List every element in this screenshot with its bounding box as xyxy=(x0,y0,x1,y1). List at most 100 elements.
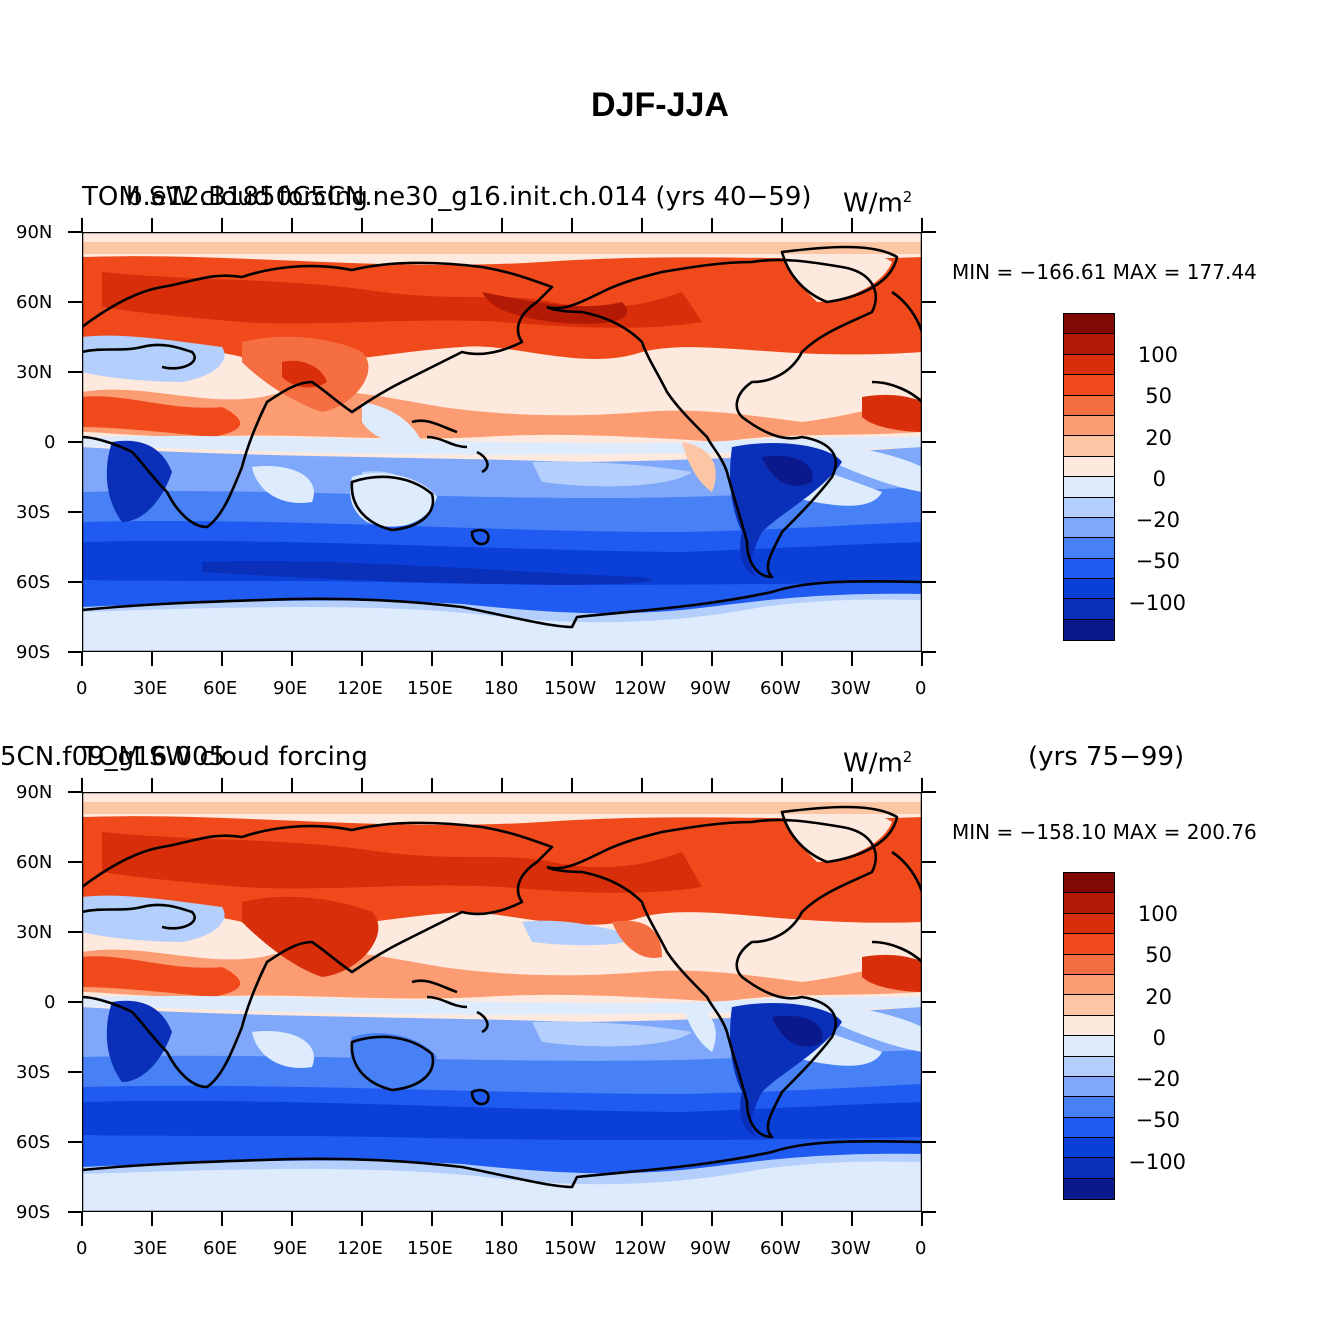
xtick-150w: 150W xyxy=(544,1238,597,1259)
colorbar-swatch xyxy=(1064,954,1114,975)
colorbar-swatch xyxy=(1064,1056,1114,1077)
panel-bottom-ytick-90s: 90S xyxy=(16,1202,51,1223)
colorbar-swatches xyxy=(1063,313,1115,642)
cb-top-label-20: 20 xyxy=(1145,426,1172,450)
cb-bottom-label-minus50: −50 xyxy=(1135,1108,1180,1132)
colorbar-swatch xyxy=(1064,497,1114,518)
xtick-60w: 60W xyxy=(760,1238,801,1259)
panel-bottom-ytick-30n: 30N xyxy=(16,922,53,943)
colorbar-swatch xyxy=(1064,995,1114,1016)
panel-top-min-max: MIN = −166.61 MAX = 177.44 xyxy=(952,260,1257,284)
cb-bottom-label-20: 20 xyxy=(1145,985,1172,1009)
cb-top-label-0: 0 xyxy=(1152,467,1166,491)
colorbar-swatch xyxy=(1064,1138,1114,1159)
panel-top-title-b: b.e12.B1850C5CN.ne30_g16.init.ch.014 (yr… xyxy=(126,182,812,212)
xtick-30e: 30E xyxy=(133,678,168,699)
panel-top-ytick-30n: 30N xyxy=(16,362,53,383)
cb-top-label-minus100: −100 xyxy=(1128,591,1186,615)
panel-bottom-min-max: MIN = −158.10 MAX = 200.76 xyxy=(952,820,1257,844)
panel-top-colorbar xyxy=(1063,313,1115,642)
colorbar-swatch xyxy=(1064,1036,1114,1057)
panel-bottom-ytick-60n: 60N xyxy=(16,852,53,873)
xtick-120e: 120E xyxy=(337,1238,383,1259)
colorbar-swatch xyxy=(1064,314,1114,335)
panel-bottom-ytick-60s: 60S xyxy=(16,1132,51,1153)
xtick-60w: 60W xyxy=(760,678,801,699)
xtick-150e: 150E xyxy=(407,678,453,699)
xtick-60e: 60E xyxy=(203,678,238,699)
panel-top-units: W/m2 xyxy=(843,188,913,219)
colorbar-swatch xyxy=(1064,974,1114,996)
panel-top-ytick-90s: 90S xyxy=(16,642,51,663)
panel-bottom-ytick-90n: 90N xyxy=(16,782,53,803)
colorbar-swatch xyxy=(1064,1117,1114,1139)
colorbar-swatch xyxy=(1064,1076,1114,1098)
xtick-90e: 90E xyxy=(273,678,308,699)
xtick-120w: 120W xyxy=(614,1238,667,1259)
xtick-180: 180 xyxy=(484,1238,519,1259)
colorbar-swatch xyxy=(1064,1158,1114,1179)
cb-bottom-label-minus100: −100 xyxy=(1128,1150,1186,1174)
panel-bottom-years: (yrs 75−99) xyxy=(1028,742,1185,772)
panel-top-map-svg xyxy=(82,232,922,652)
panel-top-ytick-30s: 30S xyxy=(16,502,51,523)
cb-bottom-label-50: 50 xyxy=(1145,943,1172,967)
xtick-0: 0 xyxy=(76,678,88,699)
colorbar-swatch xyxy=(1064,538,1114,559)
panel-top-ytick-60n: 60N xyxy=(16,292,53,313)
colorbar-swatch xyxy=(1064,456,1114,478)
panel-bottom-title-b: TOM SW cloud forcing xyxy=(82,742,368,772)
panel-top-map xyxy=(82,232,922,652)
panel-bottom-title-a: 5CN.f09_g16.005 xyxy=(0,742,226,772)
xtick-30w: 30W xyxy=(830,678,871,699)
colorbar-swatch xyxy=(1064,893,1114,914)
xtick-90e: 90E xyxy=(273,1238,308,1259)
cb-bottom-label-minus20: −20 xyxy=(1135,1067,1180,1091)
xtick-120w: 120W xyxy=(614,678,667,699)
panel-top-ytick-60s: 60S xyxy=(16,572,51,593)
cb-top-label-50: 50 xyxy=(1145,384,1172,408)
xtick-0-end: 0 xyxy=(915,1238,927,1259)
cb-top-label-minus20: −20 xyxy=(1135,508,1180,532)
xtick-60e: 60E xyxy=(203,1238,238,1259)
colorbar-swatch xyxy=(1064,517,1114,539)
cb-top-label-minus50: −50 xyxy=(1135,549,1180,573)
xtick-120e: 120E xyxy=(337,678,383,699)
xtick-30e: 30E xyxy=(133,1238,168,1259)
figure-title: DJF-JJA xyxy=(591,86,729,124)
panel-top-ytick-0: 0 xyxy=(44,432,56,453)
panel-top-title-a: TOM SW cloud forcing xyxy=(82,182,368,212)
colorbar-swatch xyxy=(1064,395,1114,416)
panel-bottom-map xyxy=(82,792,922,1212)
colorbar-swatch xyxy=(1064,913,1114,935)
colorbar-swatch xyxy=(1064,1178,1114,1200)
panel-bottom-units: W/m2 xyxy=(843,748,913,779)
xtick-30w: 30W xyxy=(830,1238,871,1259)
xtick-0-end: 0 xyxy=(915,678,927,699)
colorbar-swatch xyxy=(1064,1097,1114,1118)
panel-bottom-ytick-30s: 30S xyxy=(16,1062,51,1083)
colorbar-swatch xyxy=(1064,375,1114,396)
colorbar-swatch xyxy=(1064,415,1114,437)
colorbar-swatch xyxy=(1064,558,1114,580)
panel-bottom-colorbar xyxy=(1063,872,1115,1201)
colorbar-swatch xyxy=(1064,873,1114,894)
xtick-90w: 90W xyxy=(690,678,731,699)
colorbar-swatch xyxy=(1064,934,1114,955)
colorbar-swatch xyxy=(1064,619,1114,641)
cb-bottom-label-0: 0 xyxy=(1152,1026,1166,1050)
panel-bottom-ytick-0: 0 xyxy=(44,992,56,1013)
colorbar-swatch xyxy=(1064,599,1114,620)
xtick-150w: 150W xyxy=(544,678,597,699)
xtick-180: 180 xyxy=(484,678,519,699)
colorbar-swatches xyxy=(1063,872,1115,1201)
xtick-150e: 150E xyxy=(407,1238,453,1259)
panel-bottom-map-svg xyxy=(82,792,922,1212)
xtick-0: 0 xyxy=(76,1238,88,1259)
colorbar-swatch xyxy=(1064,1015,1114,1037)
colorbar-swatch xyxy=(1064,436,1114,457)
colorbar-swatch xyxy=(1064,334,1114,355)
colorbar-swatch xyxy=(1064,579,1114,600)
cb-bottom-label-100: 100 xyxy=(1137,902,1178,926)
xtick-90w: 90W xyxy=(690,1238,731,1259)
